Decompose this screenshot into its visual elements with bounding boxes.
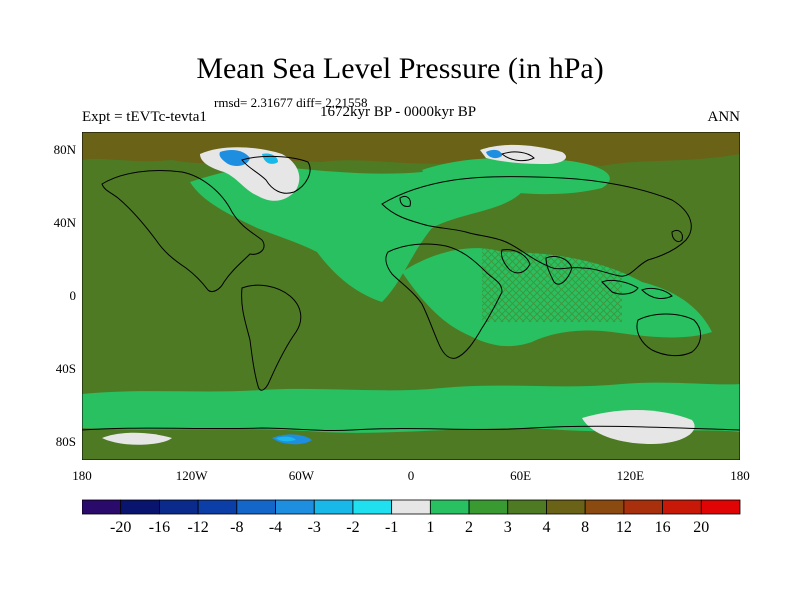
- colorbar-swatch: [429, 499, 470, 515]
- colorbar-swatch: [468, 499, 509, 515]
- colorbar-swatch: [507, 499, 547, 515]
- lon-tick-label: 180: [730, 468, 750, 483]
- lon-tick-label: 120W: [175, 468, 208, 483]
- field-barents-neutral: [480, 144, 567, 164]
- page-title: Mean Sea Level Pressure (in hPa): [196, 52, 604, 85]
- colorbar: [82, 499, 741, 515]
- colorbar-swatch: [623, 499, 663, 515]
- colorbar-label: -1: [384, 519, 399, 536]
- field-barents: [422, 157, 610, 195]
- colorbar-label: 4: [542, 519, 551, 536]
- colorbar-label: 2: [465, 519, 474, 536]
- lon-tick-label: 120E: [616, 468, 645, 483]
- colorbar-label: 8: [581, 519, 590, 536]
- colorbar-swatch: [313, 499, 354, 515]
- coastlines: [82, 151, 740, 432]
- stats-text: rmsd= 2.31677 diff= 2.21558: [214, 95, 368, 110]
- colorbar-label: 16: [654, 519, 671, 536]
- colorbar-label: -16: [148, 519, 171, 536]
- period-label: 1672kyr BP - 0000kyr BP: [320, 104, 477, 120]
- experiment-label: Expt = tEVTc-tevta1: [82, 109, 207, 125]
- lat-tick-label: 40N: [53, 215, 76, 231]
- field-antarctic-inner: [82, 428, 740, 460]
- colorbar-swatch: [82, 499, 122, 515]
- lat-tick-label: 80S: [55, 433, 76, 449]
- lon-tick-label: 60E: [510, 468, 532, 483]
- colorbar-label: -20: [110, 519, 132, 536]
- colorbar-label: -8: [230, 519, 244, 536]
- field-barents-low: [486, 149, 502, 159]
- colorbar-label: -4: [268, 519, 283, 536]
- colorbar-swatch: [352, 499, 393, 515]
- field-significance-hatch: [482, 242, 622, 322]
- field-greenland-low: [219, 150, 250, 166]
- colorbar-swatch: [391, 499, 431, 515]
- field-antarctic-neutral-1: [102, 432, 172, 445]
- colorbar-swatch: [120, 499, 160, 515]
- colorbar-swatch: [584, 499, 625, 515]
- colorbar-swatch: [236, 499, 276, 515]
- lat-tick-label: 0: [69, 288, 77, 303]
- colorbar-label: 20: [693, 519, 710, 536]
- colorbar-label: -3: [307, 519, 321, 536]
- season-label: ANN: [707, 109, 741, 125]
- lat-tick-label: 80N: [53, 142, 76, 158]
- colorbar-swatch: [159, 499, 199, 515]
- field-arctic-high: [82, 132, 740, 167]
- colorbar-label: 12: [615, 519, 632, 536]
- lat-tick-label: 40S: [55, 360, 76, 376]
- colorbar-label: 1: [426, 519, 435, 536]
- colorbar-swatch: [275, 499, 315, 515]
- colorbar-swatch: [662, 499, 702, 515]
- lon-tick-label: 60W: [288, 468, 314, 483]
- lon-tick-label: 0: [407, 468, 415, 483]
- colorbar-swatch: [197, 499, 238, 515]
- field-weddell-low-2: [276, 436, 296, 442]
- pressure-map: [82, 132, 740, 460]
- colorbar-swatch: [700, 499, 741, 515]
- colorbar-label: -12: [187, 519, 209, 536]
- colorbar-label: -2: [346, 519, 360, 536]
- colorbar-label: 3: [503, 519, 512, 536]
- colorbar-swatch: [546, 499, 586, 515]
- lon-tick-label: 180: [72, 468, 92, 483]
